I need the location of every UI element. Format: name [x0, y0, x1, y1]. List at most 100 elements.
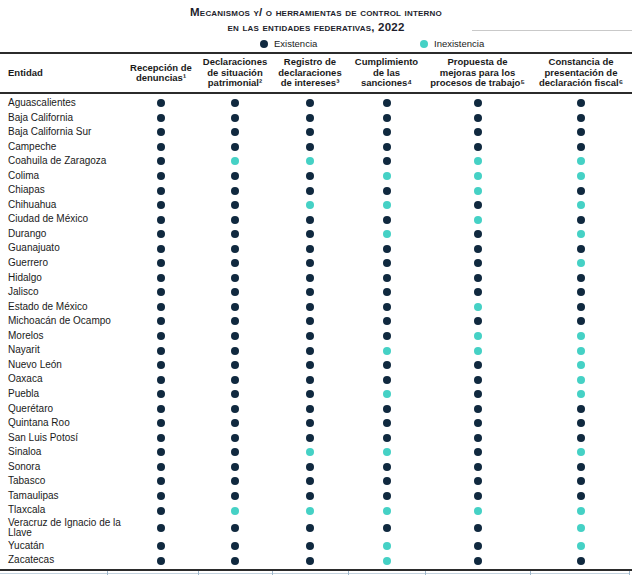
- value-cell: [425, 99, 530, 107]
- existencia-dot-icon: [577, 274, 585, 282]
- existencia-dot-icon: [577, 492, 585, 500]
- existencia-dot-icon: [157, 507, 165, 515]
- value-cell: [425, 187, 530, 195]
- value-cell: [530, 216, 632, 224]
- value-cell: [348, 332, 425, 340]
- value-cell: [425, 463, 530, 471]
- value-cell: [425, 507, 530, 515]
- existencia-dot-icon: [157, 332, 165, 340]
- value-cell: [348, 463, 425, 471]
- value-cell: [198, 259, 272, 267]
- value-cell: [425, 376, 530, 384]
- inexistencia-dot-icon: [383, 172, 391, 180]
- table-row: Chiapas: [0, 183, 632, 198]
- value-cell: [348, 128, 425, 136]
- table-row: Jalisco: [0, 285, 632, 300]
- table-row: Quintana Roo: [0, 416, 632, 431]
- existencia-dot-icon: [231, 463, 239, 471]
- value-cell: [530, 542, 632, 550]
- value-cell: [530, 201, 632, 209]
- existencia-dot-icon: [577, 463, 585, 471]
- inexistencia-dot-icon: [383, 448, 391, 456]
- inexistencia-dot-icon: [306, 157, 314, 165]
- value-cell: [272, 288, 348, 296]
- existencia-dot-icon: [474, 376, 482, 384]
- inexistencia-dot-icon: [306, 201, 314, 209]
- value-cell: [425, 157, 530, 165]
- table-row: Guanajuato: [0, 241, 632, 256]
- entity-label: Oaxaca: [0, 374, 124, 385]
- value-cell: [272, 376, 348, 384]
- existencia-dot-icon: [474, 114, 482, 122]
- existencia-dot-icon: [577, 419, 585, 427]
- value-cell: [272, 99, 348, 107]
- existencia-dot-icon: [231, 230, 239, 238]
- column-header-cumplimiento-sanciones: Cumplimiento de las sanciones⁴: [348, 54, 425, 92]
- existencia-dot-icon: [157, 477, 165, 485]
- existencia-dot-icon: [383, 492, 391, 500]
- existencia-dot-icon: [231, 303, 239, 311]
- existencia-dot-icon: [157, 390, 165, 398]
- existencia-dot-icon: [231, 405, 239, 413]
- value-cell: [272, 230, 348, 238]
- value-cell: [425, 245, 530, 253]
- value-cell: [124, 201, 198, 209]
- value-cell: [530, 303, 632, 311]
- value-cell: [198, 99, 272, 107]
- value-cell: [272, 361, 348, 369]
- legend-item-inexistencia: Inexistencia: [420, 38, 484, 49]
- value-cell: [348, 230, 425, 238]
- existencia-dot-icon: [231, 390, 239, 398]
- bottom-axis-line: [0, 573, 630, 574]
- value-cell: [425, 259, 530, 267]
- value-cell: [198, 288, 272, 296]
- value-cell: [530, 434, 632, 442]
- existencia-dot-icon: [383, 288, 391, 296]
- value-cell: [425, 492, 530, 500]
- inexistencia-dot-icon: [577, 201, 585, 209]
- existencia-dot-icon: [157, 303, 165, 311]
- value-cell: [348, 157, 425, 165]
- entity-label: Guanajuato: [0, 243, 124, 254]
- existencia-dot-icon: [474, 434, 482, 442]
- value-cell: [348, 557, 425, 565]
- existencia-dot-icon: [383, 99, 391, 107]
- value-cell: [198, 347, 272, 355]
- table-row: Sonora: [0, 460, 632, 475]
- axis-tick: [198, 571, 199, 575]
- inexistencia-dot-icon: [474, 347, 482, 355]
- value-cell: [348, 434, 425, 442]
- inexistencia-dot-icon: [420, 40, 428, 48]
- existencia-dot-icon: [231, 542, 239, 550]
- value-cell: [124, 274, 198, 282]
- value-cell: [530, 492, 632, 500]
- existencia-dot-icon: [306, 259, 314, 267]
- value-cell: [272, 128, 348, 136]
- inexistencia-dot-icon: [383, 390, 391, 398]
- existencia-dot-icon: [157, 259, 165, 267]
- existencia-dot-icon: [383, 303, 391, 311]
- value-cell: [198, 230, 272, 238]
- inexistencia-dot-icon: [383, 230, 391, 238]
- existencia-dot-icon: [383, 317, 391, 325]
- value-cell: [348, 114, 425, 122]
- value-cell: [348, 259, 425, 267]
- existencia-dot-icon: [306, 317, 314, 325]
- value-cell: [425, 405, 530, 413]
- table-row: Aguascalientes: [0, 96, 632, 111]
- existencia-dot-icon: [231, 524, 239, 532]
- existencia-dot-icon: [157, 274, 165, 282]
- table-row: Morelos: [0, 329, 632, 344]
- table-row: Tabasco: [0, 474, 632, 489]
- existencia-dot-icon: [306, 376, 314, 384]
- inexistencia-dot-icon: [474, 332, 482, 340]
- legend-label-inexistencia: Inexistencia: [434, 38, 484, 49]
- existencia-dot-icon: [231, 434, 239, 442]
- inexistencia-dot-icon: [383, 507, 391, 515]
- existencia-dot-icon: [474, 128, 482, 136]
- existencia-dot-icon: [157, 99, 165, 107]
- inexistencia-dot-icon: [577, 361, 585, 369]
- value-cell: [348, 507, 425, 515]
- existencia-dot-icon: [157, 361, 165, 369]
- existencia-dot-icon: [231, 274, 239, 282]
